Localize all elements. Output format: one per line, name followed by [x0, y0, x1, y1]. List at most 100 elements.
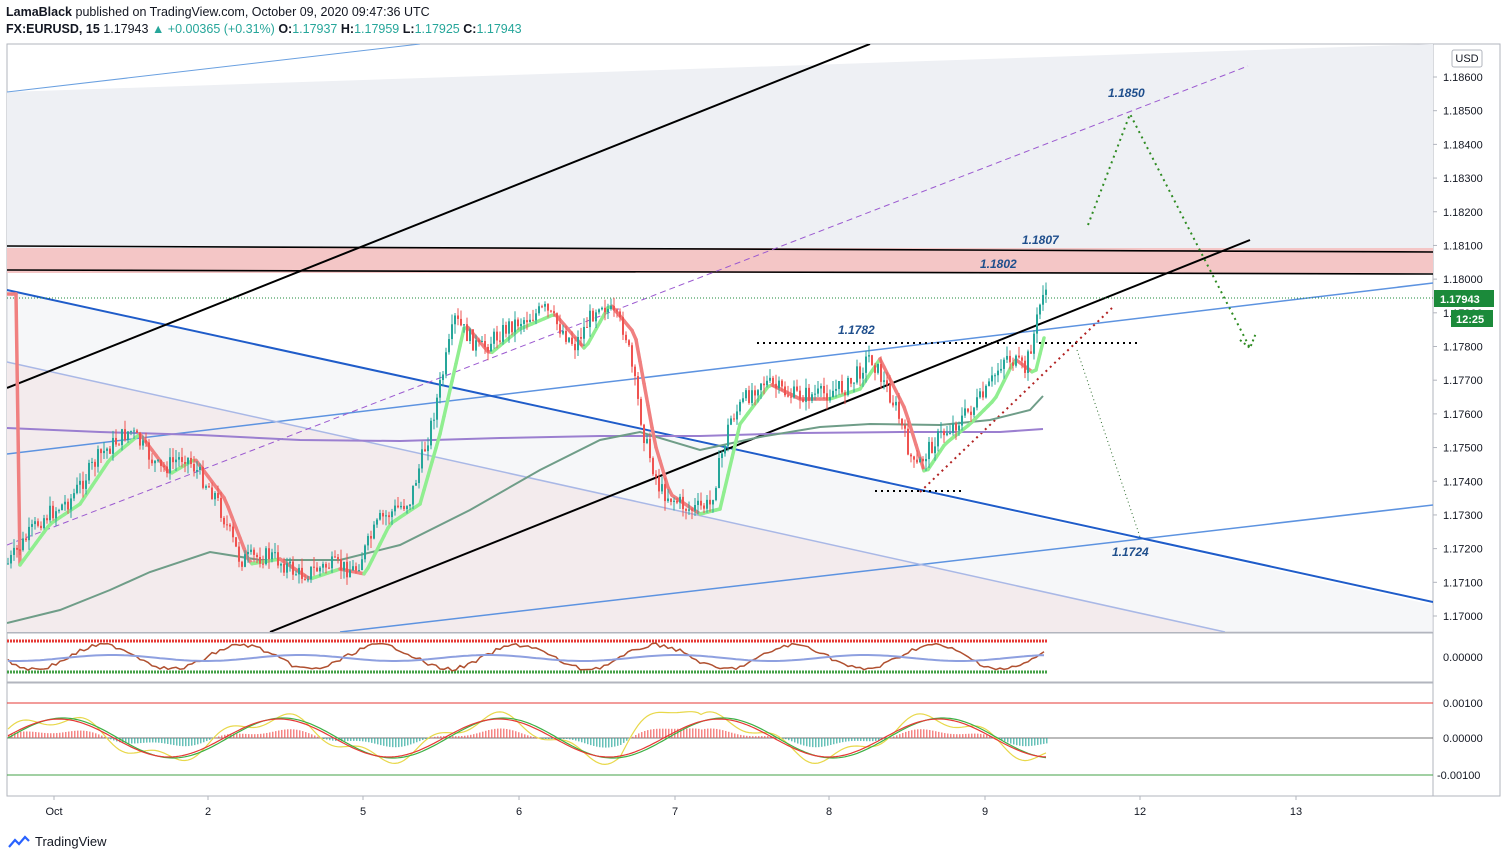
- candle-body-225: [682, 496, 684, 510]
- candle-body-325: [982, 391, 984, 398]
- osc2-bar-266: [806, 738, 808, 747]
- red-dotted-trendline[interactable]: [919, 307, 1113, 493]
- resistance-top-line[interactable]: [7, 245, 1433, 253]
- osc2-bar-273: [827, 738, 829, 746]
- osc2-bar-136: [416, 738, 418, 743]
- candle-body-167: [508, 321, 510, 334]
- ema-segment-227: [914, 443, 922, 460]
- candle-body-218: [661, 484, 663, 492]
- mid-rising-line[interactable]: [7, 282, 1433, 455]
- candle-body-194: [589, 310, 591, 328]
- candle-body-217: [658, 476, 660, 492]
- candle-body-328: [991, 375, 993, 382]
- osc2-bar-344: [1040, 738, 1042, 745]
- candle-body-315: [952, 423, 954, 433]
- y-tick-16: 1.17000: [1443, 611, 1483, 623]
- wedge-line[interactable]: [7, 361, 1226, 632]
- candle-body-213: [646, 438, 648, 444]
- upper-channel-line[interactable]: [7, 44, 421, 93]
- resistance-zone[interactable]: [7, 248, 1433, 273]
- candle-body-200: [607, 309, 609, 313]
- candle-body-183: [556, 313, 558, 325]
- candle-body-163: [496, 331, 498, 341]
- chart-header: LamaBlack published on TradingView.com, …: [6, 4, 522, 38]
- osc2-bar-161: [491, 729, 493, 738]
- osc2-bar-114: [350, 738, 352, 741]
- osc2-bar-137: [419, 738, 421, 742]
- osc2-bar-287: [869, 738, 871, 742]
- candle-body-306: [925, 459, 927, 462]
- x-tick-1: 2: [205, 806, 211, 818]
- osc2-bar-200: [608, 738, 610, 748]
- osc2-bar-190: [578, 738, 580, 742]
- osc2-bar-331: [1001, 738, 1003, 741]
- x-tick-5: 8: [826, 806, 832, 818]
- osc2-bar-197: [599, 738, 601, 748]
- publisher-name[interactable]: LamaBlack: [6, 5, 73, 19]
- candle-body-178: [541, 306, 543, 308]
- osc2-bar-86: [266, 732, 268, 738]
- osc2-bar-212: [644, 730, 646, 738]
- candle-body-149: [454, 315, 456, 325]
- candle-body-32: [103, 450, 105, 454]
- candle-body-243: [736, 411, 738, 420]
- osc2-bar-225: [683, 728, 685, 738]
- y-tick-15: 1.17100: [1443, 577, 1483, 589]
- osc2-bar-101: [311, 734, 313, 738]
- x-axis-ticks: Oct 2 5 6 7 8 9 12 13: [45, 796, 1302, 818]
- osc2-bar-193: [587, 738, 589, 745]
- candle-body-76: [235, 537, 237, 547]
- osc2-bar-211: [641, 732, 643, 738]
- purple-dashed-line[interactable]: [7, 65, 1249, 546]
- candle-body-207: [628, 340, 630, 346]
- osc2-bar-25: [83, 730, 85, 738]
- osc2-bar-311: [941, 732, 943, 738]
- osc2-bar-239: [725, 730, 727, 738]
- candle-body-280: [847, 377, 849, 396]
- osc2-bar-132: [404, 738, 406, 747]
- candle-body-86: [265, 548, 267, 565]
- osc2-bar-179: [545, 738, 547, 739]
- candle-body-69: [214, 493, 216, 500]
- candle-body-0: [7, 563, 9, 565]
- candle-body-238: [721, 453, 723, 459]
- candle-body-248: [751, 390, 753, 403]
- osc2-bar-203: [617, 738, 619, 746]
- lower-rising-line[interactable]: [339, 504, 1433, 632]
- osc2-bar-202: [614, 738, 616, 747]
- osc2-bar-80: [248, 734, 250, 738]
- candle-body-221: [670, 498, 672, 502]
- candle-body-119: [364, 545, 366, 560]
- osc2-bar-82: [254, 734, 256, 738]
- osc2-bar-138: [422, 738, 424, 741]
- osc2-bar-308: [932, 730, 934, 738]
- candle-body-185: [562, 331, 564, 334]
- osc2-bar-4: [20, 731, 22, 738]
- channel-upper-black[interactable]: [7, 44, 871, 389]
- candle-body-275: [832, 390, 834, 398]
- dark-projection[interactable]: [1076, 349, 1141, 538]
- osc2-bar-19: [65, 731, 67, 738]
- candle-body-38: [121, 429, 123, 446]
- candle-body-276: [835, 388, 837, 391]
- candle-body-110: [337, 557, 339, 560]
- osc2-bar-20: [68, 731, 70, 738]
- footer-brand[interactable]: TradingView: [35, 834, 107, 849]
- candle-body-44: [139, 432, 141, 446]
- candle-body-60: [187, 457, 189, 464]
- osc2-bar-204: [620, 738, 622, 745]
- resistance-bottom-line[interactable]: [7, 269, 1433, 275]
- osc2-bar-195: [593, 738, 595, 746]
- osc2-bar-95: [293, 729, 295, 738]
- osc2-bar-51: [161, 738, 163, 744]
- currency-box[interactable]: [1451, 49, 1483, 68]
- candle-body-234: [709, 499, 711, 505]
- oscillator-pane-2[interactable]: [6, 682, 1434, 797]
- price-axis[interactable]: [1432, 43, 1501, 797]
- candle-body-229: [694, 505, 696, 511]
- osc2-bar-39: [125, 738, 127, 744]
- candle-body-290: [877, 363, 879, 373]
- osc2-bar-248: [752, 736, 754, 738]
- candle-body-205: [622, 317, 624, 335]
